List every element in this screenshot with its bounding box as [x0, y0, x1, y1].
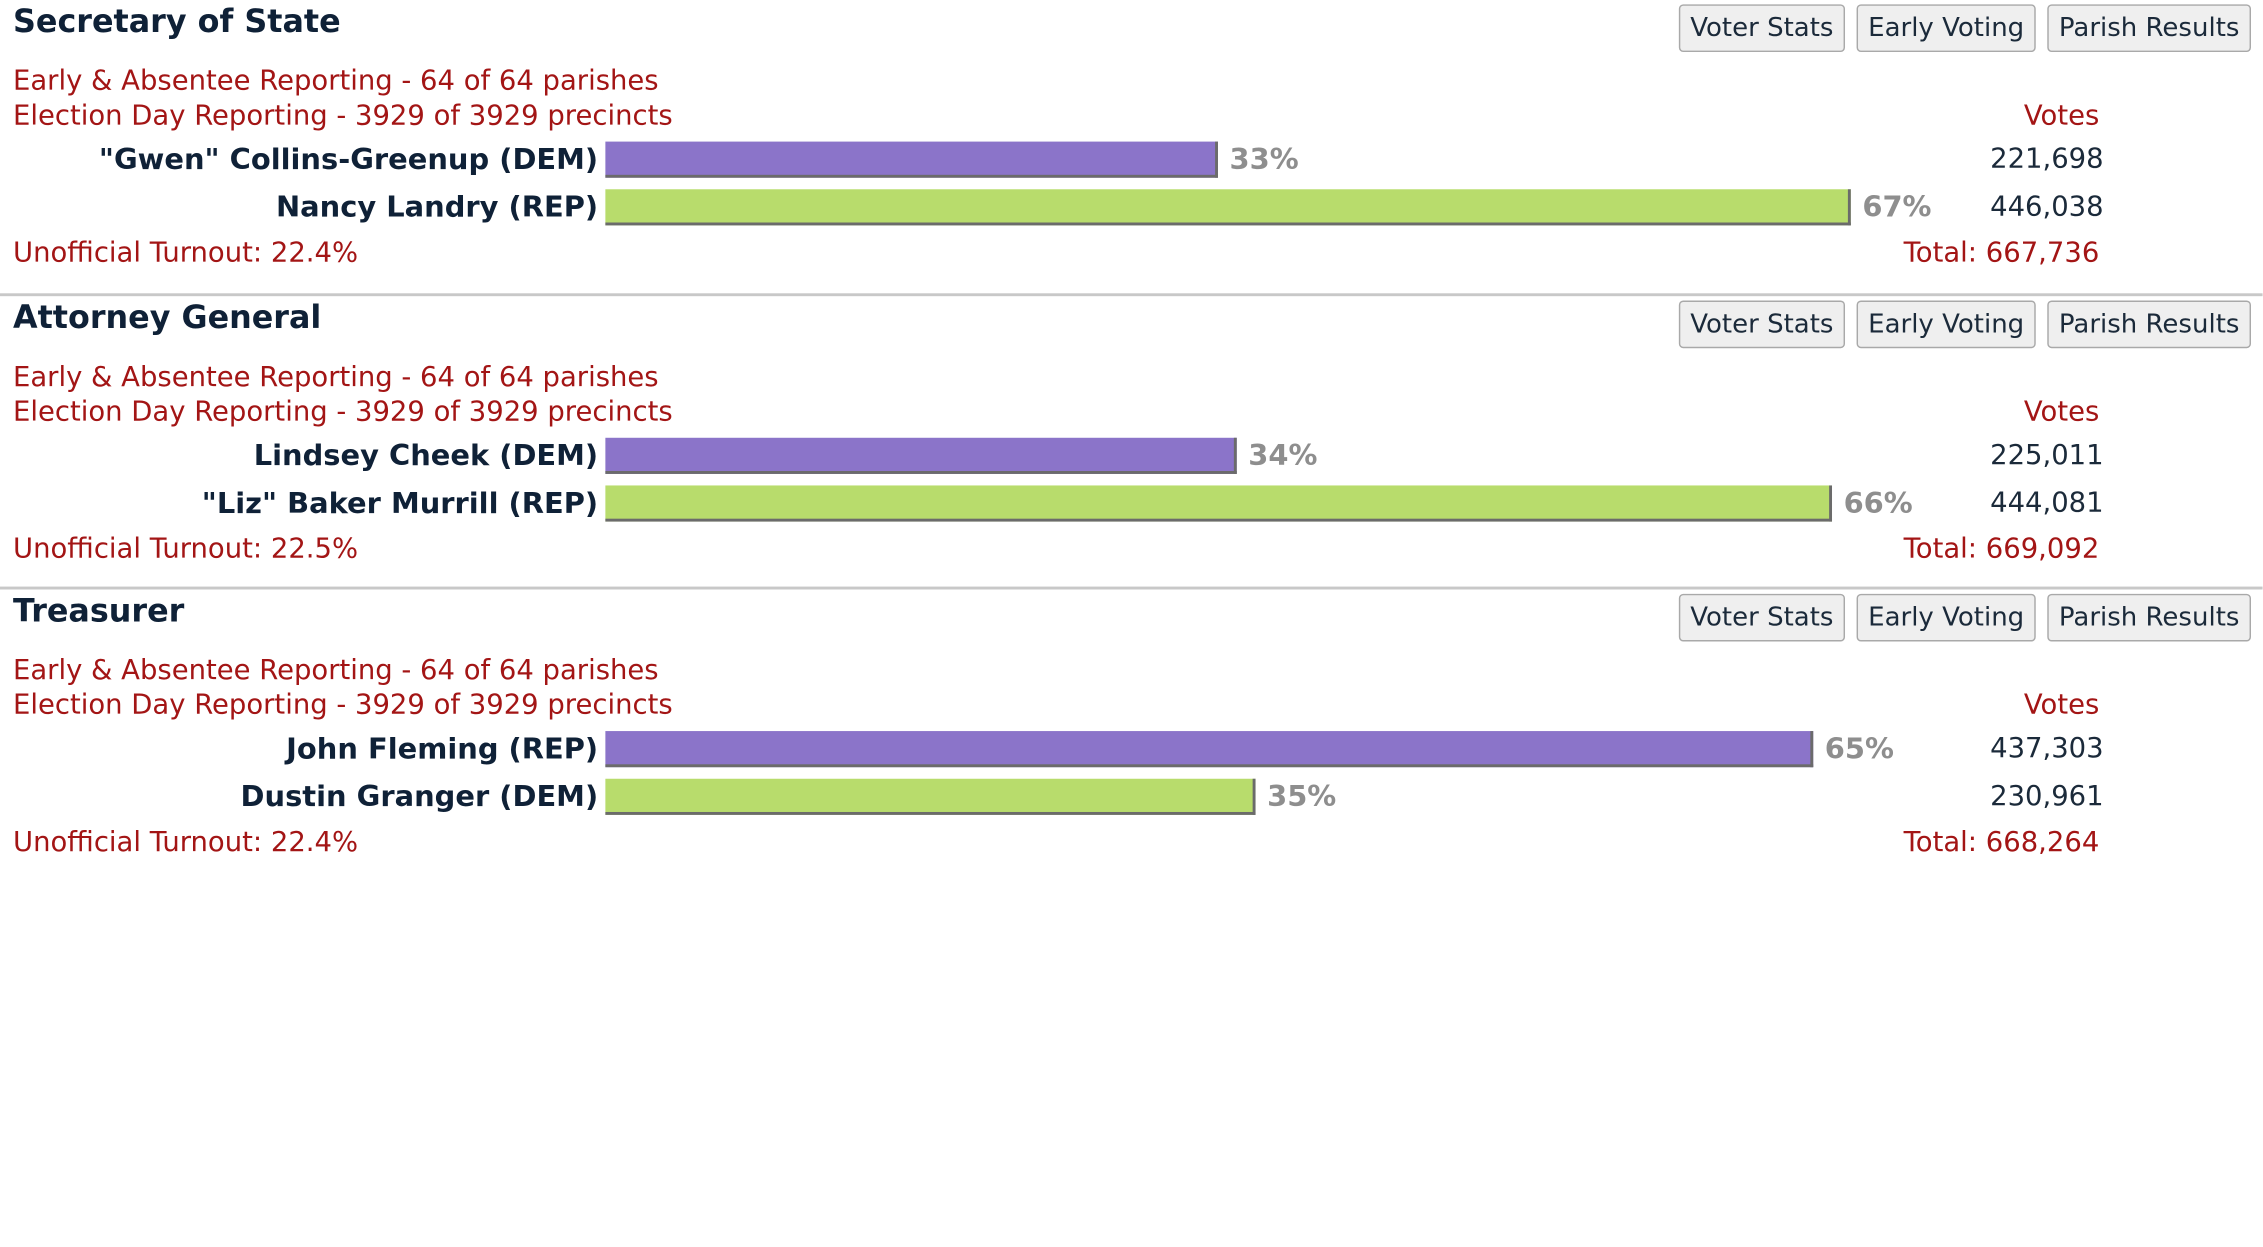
vote-share-bar: [605, 189, 1851, 226]
vote-share-percent: 35%: [1267, 778, 1337, 814]
voter-stats-button[interactable]: Voter Stats: [1678, 4, 1846, 53]
vote-count: 230,961: [1990, 780, 2104, 812]
unofficial-turnout: Unofficial Turnout: 22.5%: [13, 533, 359, 565]
unofficial-turnout: Unofficial Turnout: 22.4%: [13, 826, 359, 859]
vote-count: 437,303: [1990, 732, 2104, 765]
vote-count: 221,698: [1990, 143, 2104, 175]
early-absentee-reporting: Early & Absentee Reporting - 64 of 64 pa…: [13, 654, 659, 687]
parish-results-button[interactable]: Parish Results: [2047, 300, 2251, 349]
candidate-name: "Liz" Baker Murrill (REP): [201, 485, 599, 521]
vote-share-bar-track: [605, 437, 1850, 474]
vote-share-bar-track: [605, 189, 1851, 226]
vote-share-bar: [605, 731, 1814, 768]
early-absentee-reporting: Early & Absentee Reporting - 64 of 64 pa…: [13, 361, 659, 393]
early-voting-button[interactable]: Early Voting: [1856, 300, 2036, 349]
election-day-reporting: Election Day Reporting - 3929 of 3929 pr…: [13, 395, 673, 428]
parish-results-button[interactable]: Parish Results: [2047, 593, 2251, 642]
race-treasurer: Treasurer Voter Stats Early Voting Paris…: [0, 586, 2263, 880]
early-voting-button[interactable]: Early Voting: [1856, 4, 2036, 53]
candidate-name: Nancy Landry (REP): [275, 189, 599, 224]
vote-share-percent: 65%: [1824, 731, 1894, 766]
total-votes: Total: 668,264: [1903, 826, 2100, 859]
race-actions: Voter Stats Early Voting Parish Results: [1678, 593, 2251, 642]
unofficial-turnout: Unofficial Turnout: 22.4%: [13, 236, 359, 269]
candidate-row: "Gwen" Collins-Greenup (DEM) 33% 221,698: [0, 139, 2263, 179]
vote-share-bar: [605, 437, 1237, 474]
candidate-name: John Fleming (REP): [286, 731, 599, 766]
election-day-reporting: Election Day Reporting - 3929 of 3929 pr…: [13, 689, 673, 721]
vote-share-bar-track: [605, 485, 1850, 522]
candidate-row: Lindsey Cheek (DEM) 34% 225,011: [0, 435, 2263, 475]
voter-stats-button[interactable]: Voter Stats: [1678, 300, 1846, 349]
vote-share-bar: [605, 778, 1256, 815]
votes-column-header: Votes: [2023, 689, 2100, 721]
vote-share-bar-track: [605, 778, 1850, 815]
early-absentee-reporting: Early & Absentee Reporting - 64 of 64 pa…: [13, 65, 659, 97]
race-actions: Voter Stats Early Voting Parish Results: [1678, 4, 2251, 53]
race-title: Secretary of State: [13, 4, 341, 41]
vote-share-percent: 66%: [1843, 485, 1913, 521]
race-actions: Voter Stats Early Voting Parish Results: [1678, 300, 2251, 349]
vote-share-bar-track: [605, 731, 1850, 768]
total-votes: Total: 669,092: [1903, 533, 2100, 565]
parish-results-button[interactable]: Parish Results: [2047, 4, 2251, 53]
candidate-name: Lindsey Cheek (DEM): [253, 437, 599, 473]
candidate-row: Dustin Granger (DEM) 35% 230,961: [0, 776, 2263, 816]
election-day-reporting: Election Day Reporting - 3929 of 3929 pr…: [13, 99, 673, 132]
race-attorney-general: Attorney General Voter Stats Early Votin…: [0, 293, 2263, 586]
vote-share-percent: 33%: [1229, 141, 1299, 177]
vote-count: 446,038: [1990, 190, 2104, 223]
candidate-row: John Fleming (REP) 65% 437,303: [0, 728, 2263, 768]
vote-share-percent: 67%: [1862, 189, 1932, 224]
votes-column-header: Votes: [2023, 99, 2100, 132]
vote-share-bar: [605, 485, 1833, 522]
total-votes: Total: 667,736: [1903, 236, 2100, 269]
candidate-name: Dustin Granger (DEM): [240, 778, 599, 814]
vote-share-percent: 34%: [1248, 437, 1318, 473]
vote-share-bar: [605, 141, 1218, 178]
race-title: Treasurer: [13, 593, 185, 630]
vote-share-bar-track: [605, 141, 1850, 178]
race-title: Attorney General: [13, 300, 322, 337]
candidate-row: "Liz" Baker Murrill (REP) 66% 444,081: [0, 483, 2263, 523]
candidate-name: "Gwen" Collins-Greenup (DEM): [98, 141, 599, 177]
race-secretary-of-state: Secretary of State Voter Stats Early Vot…: [0, 0, 2263, 293]
candidate-row: Nancy Landry (REP) 67% 446,038: [0, 186, 2263, 226]
votes-column-header: Votes: [2023, 395, 2100, 428]
vote-count: 225,011: [1990, 439, 2104, 472]
early-voting-button[interactable]: Early Voting: [1856, 593, 2036, 642]
voter-stats-button[interactable]: Voter Stats: [1678, 593, 1846, 642]
vote-count: 444,081: [1990, 486, 2104, 519]
